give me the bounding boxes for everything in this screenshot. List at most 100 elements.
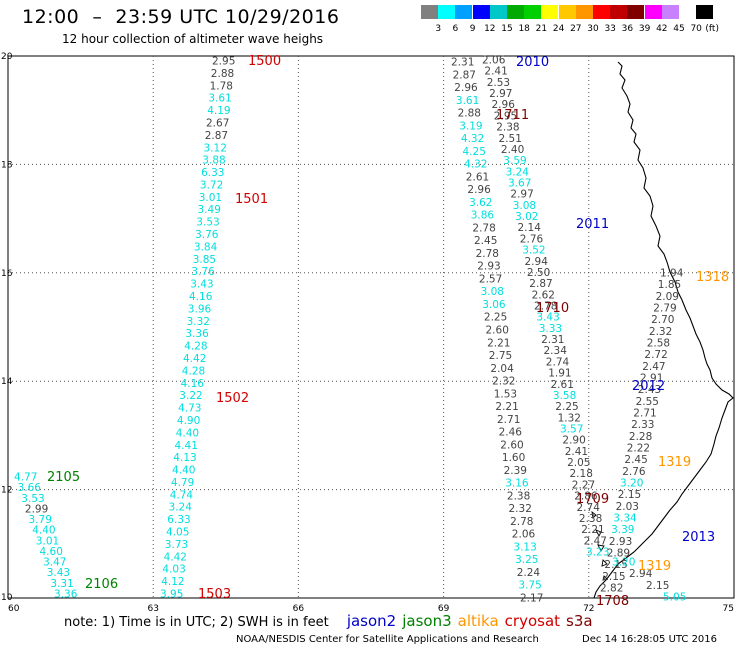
wave-height-value: 2.05 (567, 457, 590, 469)
wave-height-value: 3.62 (469, 197, 492, 209)
wave-height-value: 2.72 (644, 349, 667, 361)
wave-height-value: 3.66 (18, 482, 42, 494)
wave-height-value: 2.15 (602, 571, 625, 583)
legend-swatch (455, 5, 473, 19)
track-label: 1503 (198, 587, 231, 602)
wave-height-value: 3.24 (169, 502, 193, 514)
x-tick-label: 63 (147, 604, 158, 614)
wave-height-value: 2.88 (211, 68, 234, 80)
wave-height-value: 2.31 (451, 57, 474, 69)
legend-swatch (661, 5, 679, 19)
wave-height-value: 2.74 (546, 356, 570, 368)
x-tick-label: 75 (723, 604, 734, 614)
wave-height-value: 3.96 (188, 303, 212, 315)
wave-height-value: 3.25 (515, 554, 538, 566)
legend-label: 3 (435, 24, 442, 34)
y-tick-label: 10 (1, 593, 13, 603)
wave-height-value: 3.12 (204, 142, 227, 154)
wave-height-value: 2.89 (607, 548, 630, 560)
wave-height-value: 2.53 (487, 77, 510, 89)
wave-height-value: 3.53 (21, 493, 44, 505)
wave-height-value: 2.78 (472, 222, 495, 234)
legend-label: 12 (484, 24, 496, 34)
wave-height-value: 3.47 (43, 557, 66, 569)
wave-height-value: 3.43 (47, 567, 70, 579)
wave-height-value: 2.93 (477, 261, 500, 273)
legend-label: 42 (656, 24, 668, 34)
legend-label: 30 (587, 24, 599, 34)
wave-height-value: 2.45 (474, 235, 497, 247)
legend-swatch (438, 5, 456, 19)
legend-swatch (524, 5, 542, 19)
wave-height-value: 2.91 (640, 373, 663, 385)
wave-height-value: 2.04 (490, 363, 514, 375)
track-label: 1319 (638, 559, 671, 574)
wave-height-value: 3.49 (198, 204, 221, 216)
wave-height-value: 3.19 (459, 120, 482, 132)
wave-height-value: 5.05 (663, 592, 686, 604)
wave-height-value: 2.96 (467, 184, 491, 196)
wave-height-value: 2.51 (499, 133, 522, 145)
wave-height-value: 4.41 (175, 440, 198, 452)
wave-height-value: 2.40 (501, 144, 524, 156)
wave-height-value: 4.32 (461, 133, 484, 145)
legend-label: 18 (518, 24, 530, 34)
wave-height-value: 2.67 (206, 118, 229, 130)
track-label: 1501 (235, 192, 268, 207)
legend-swatch (472, 5, 490, 19)
wave-height-value: 3.33 (539, 323, 562, 335)
legend-swatch (575, 5, 593, 19)
wave-height-value: 2.21 (487, 337, 510, 349)
wave-height-value: 2.15 (646, 580, 669, 592)
wave-height-value: 4.40 (172, 465, 195, 477)
wave-height-value: 4.42 (183, 353, 206, 365)
wave-height-value: 1.53 (494, 388, 517, 400)
track-label: 2011 (576, 217, 609, 232)
wave-height-value: 4.77 (14, 472, 37, 484)
wave-height-value: 2.06 (512, 529, 536, 541)
wave-height-value: 3.52 (522, 245, 545, 257)
wave-height-value: 2.46 (499, 427, 523, 439)
wave-height-value: 4.40 (32, 525, 55, 537)
wave-height-value: 3.16 (505, 478, 529, 490)
wave-height-value: 2.71 (497, 414, 520, 426)
wave-height-value: 3.39 (611, 524, 634, 536)
y-tick-label: 16 (1, 269, 13, 279)
wave-height-value: 2.78 (510, 516, 533, 528)
wave-height-value: 2.87 (529, 278, 552, 290)
legend-label: 33 (604, 24, 616, 34)
wave-height-value: 1.78 (210, 80, 233, 92)
wave-height-value: 2.25 (555, 401, 578, 413)
wave-height-value: 2.87 (453, 69, 476, 81)
wave-height-value: 2.38 (507, 490, 530, 502)
legend-swatch (558, 5, 576, 19)
legend-swatch (507, 5, 524, 19)
wave-height-value: 1.60 (502, 452, 525, 464)
wave-height-value: 2.34 (544, 345, 568, 357)
track-label: 1710 (536, 301, 569, 316)
wave-height-value: 2.55 (636, 396, 659, 408)
legend-swatch (610, 5, 628, 19)
wave-height-value: 3.24 (506, 166, 530, 178)
map-frame (7, 55, 735, 599)
satellite-name: cryosat (504, 612, 561, 630)
wave-height-value: 3.01 (199, 192, 222, 204)
wave-height-value: 2.14 (518, 222, 542, 234)
legend-label: 15 (501, 24, 513, 34)
track-label: 2010 (516, 55, 549, 70)
wave-height-value: 2.82 (600, 583, 623, 595)
wave-height-value: 2.50 (527, 267, 550, 279)
wave-height-value: 3.13 (513, 542, 536, 554)
wave-height-value: 2.97 (489, 88, 512, 100)
wave-height-value: 3.76 (191, 266, 215, 278)
wave-height-value: 2.88 (458, 108, 481, 120)
satellite-name: jason2 (346, 612, 397, 630)
track-label: 1711 (496, 108, 529, 123)
legend-swatch (541, 5, 559, 19)
wave-height-value: 2.97 (510, 189, 533, 201)
wave-height-value: 2.61 (466, 171, 489, 183)
wave-height-value: 2.74 (577, 502, 601, 514)
wave-height-value: 2.21 (495, 401, 518, 413)
wave-height-value: 4.32 (464, 159, 487, 171)
